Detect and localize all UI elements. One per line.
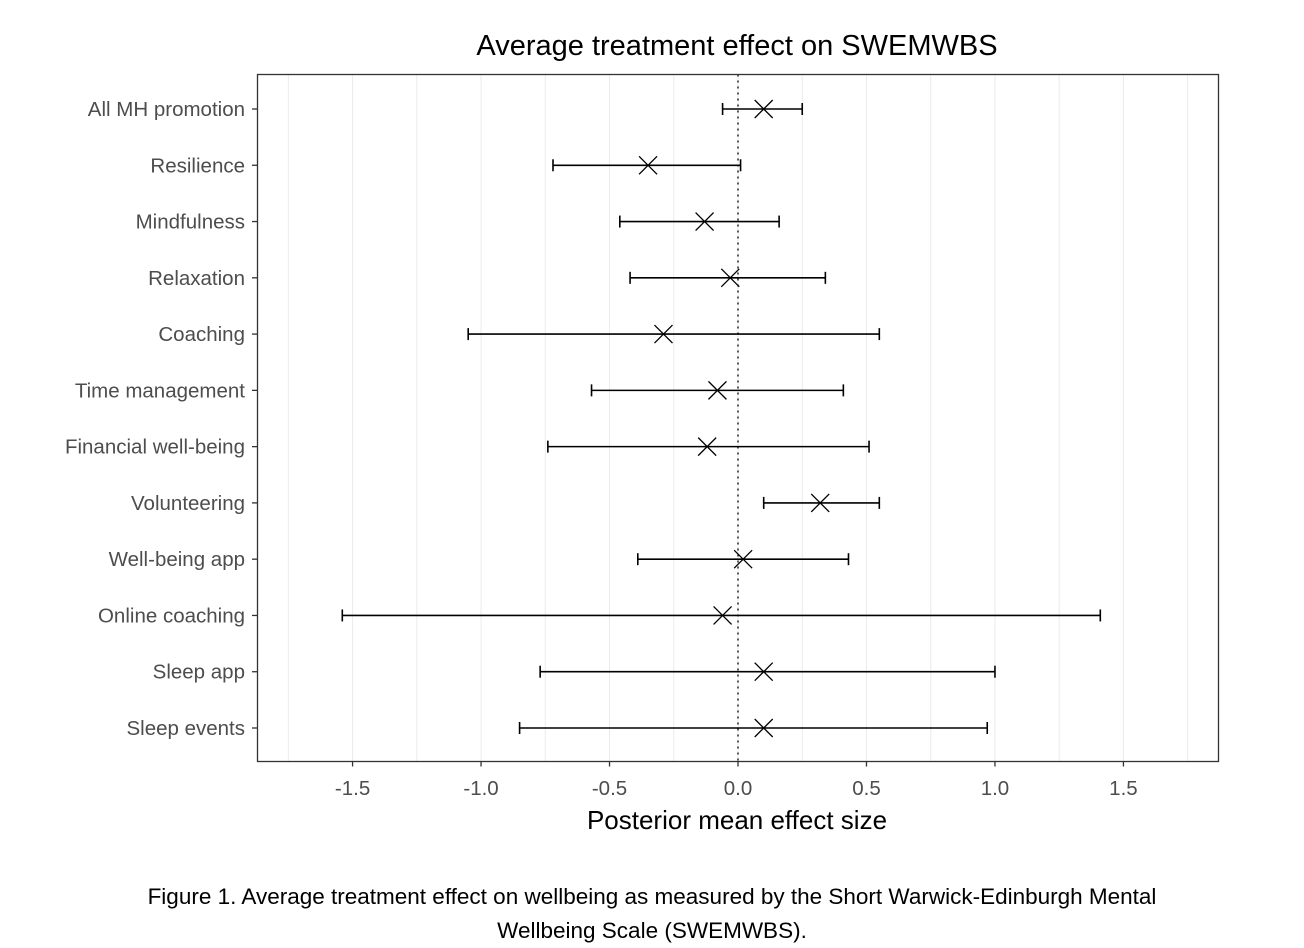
marker-stroke bbox=[654, 324, 673, 344]
marker-stroke bbox=[754, 99, 774, 119]
error-bar-resilience bbox=[552, 155, 742, 175]
marker-stroke bbox=[720, 268, 740, 288]
y-tick-label: Coaching bbox=[158, 323, 245, 346]
error-bar-volunteering bbox=[762, 493, 881, 513]
mean-marker-x bbox=[754, 662, 774, 682]
chart-marks bbox=[341, 74, 1102, 762]
y-tick-label: Time management bbox=[75, 379, 245, 402]
error-bar-all-mh-promotion bbox=[721, 99, 804, 119]
x-tick-label: 0.0 bbox=[724, 777, 753, 800]
error-bar-time-management bbox=[590, 380, 845, 400]
y-tick-label: Sleep app bbox=[153, 661, 245, 684]
mean-marker-x bbox=[697, 437, 717, 457]
error-bar-well-being-app bbox=[636, 549, 850, 569]
mean-marker-x bbox=[654, 324, 673, 344]
marker-stroke bbox=[695, 212, 715, 232]
x-tick-label: 1.5 bbox=[1109, 777, 1138, 800]
y-tick-label: Sleep events bbox=[126, 717, 245, 740]
marker-stroke bbox=[713, 605, 733, 625]
mean-marker-x bbox=[707, 380, 727, 400]
marker-stroke bbox=[638, 155, 658, 175]
error-bar-sleep-events bbox=[518, 718, 989, 738]
mean-marker-x bbox=[733, 549, 753, 569]
marker-stroke bbox=[733, 549, 753, 569]
mean-marker-x bbox=[720, 268, 740, 288]
x-tick-label: -0.5 bbox=[592, 777, 627, 800]
y-tick-label: Mindfulness bbox=[136, 211, 245, 234]
x-tick-label: -1.0 bbox=[463, 777, 498, 800]
mean-marker-x bbox=[638, 155, 658, 175]
caption-line-2: Wellbeing Scale (SWEMWBS). bbox=[497, 918, 807, 943]
error-bar-coaching bbox=[467, 324, 881, 344]
y-tick-label: Relaxation bbox=[148, 267, 245, 290]
x-tick-label: 1.0 bbox=[981, 777, 1010, 800]
marker-stroke bbox=[754, 718, 774, 738]
y-tick-label: Financial well-being bbox=[65, 436, 245, 459]
gridlines bbox=[287, 74, 1189, 762]
y-tick-label: All MH promotion bbox=[88, 98, 245, 121]
x-axis: -1.5 -1.0 -0.5 0.0 0.5 1.0 1.5 bbox=[335, 761, 1138, 800]
figure-caption: Figure 1. Average treatment effect on we… bbox=[0, 880, 1304, 948]
mean-marker-x bbox=[754, 718, 774, 738]
error-bar-relaxation bbox=[629, 268, 827, 288]
y-tick-label: Well-being app bbox=[109, 548, 245, 571]
mean-marker-x bbox=[810, 493, 830, 513]
y-tick-label: Volunteering bbox=[131, 492, 245, 515]
forest-plot: Average treatment effect on SWEMWBS All … bbox=[65, 30, 1220, 835]
error-bar-sleep-app bbox=[539, 662, 996, 682]
marker-stroke bbox=[697, 437, 717, 457]
x-tick-label: 0.5 bbox=[852, 777, 881, 800]
x-tick-label: -1.5 bbox=[335, 777, 370, 800]
error-bar-online-coaching bbox=[341, 605, 1102, 625]
mean-marker-x bbox=[754, 99, 774, 119]
marker-stroke bbox=[810, 493, 830, 513]
chart-title: Average treatment effect on SWEMWBS bbox=[476, 30, 997, 62]
mean-marker-x bbox=[695, 212, 715, 232]
caption-line-1: Figure 1. Average treatment effect on we… bbox=[147, 884, 1157, 909]
x-axis-label: Posterior mean effect size bbox=[587, 805, 887, 835]
y-axis: All MH promotion Resilience Mindfulness Rel… bbox=[65, 98, 258, 740]
marker-stroke bbox=[754, 662, 774, 682]
y-tick-label: Online coaching bbox=[98, 604, 245, 627]
marker-stroke bbox=[707, 380, 727, 400]
y-tick-label: Resilience bbox=[150, 154, 245, 177]
mean-marker-x bbox=[713, 605, 733, 625]
error-bar-mindfulness bbox=[619, 212, 780, 232]
error-bar-financial-well-being bbox=[547, 437, 870, 457]
